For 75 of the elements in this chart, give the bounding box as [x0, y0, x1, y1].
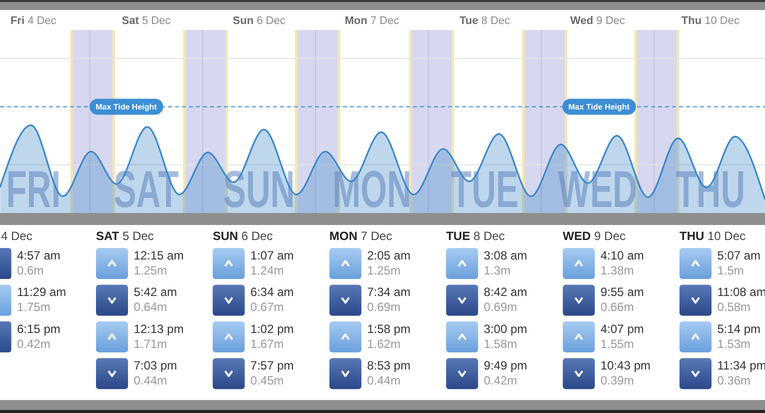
text: 1.71m [134, 336, 168, 351]
text: 0.39m [600, 374, 634, 388]
text: 4 Dec [1, 229, 32, 243]
text: 0.69m [484, 300, 518, 314]
text: 3:08 am [484, 248, 528, 262]
text: 0.64m [134, 300, 168, 314]
text: 1.67m [250, 336, 284, 351]
text: 1:02 pm [250, 322, 294, 336]
x-tick-label: Sat 5 Dec [122, 15, 172, 27]
x-tick-label: Mon 7 Dec [344, 15, 400, 27]
text: SAT 5 Dec [96, 229, 154, 243]
text: 1.55m [600, 336, 634, 351]
x-tick-label: Thu 10 Dec [681, 15, 740, 27]
text: 0.66m [600, 300, 634, 314]
annotation: WED [558, 160, 638, 219]
text: 7:57 pm [250, 358, 294, 373]
text: 0.42m [17, 336, 50, 351]
text: 0.6m [17, 264, 44, 278]
x-tick-label: Fri 4 Dec [10, 15, 57, 27]
text: 7:34 am [367, 285, 410, 300]
text: 1.25m [367, 264, 400, 278]
text: 1:07 am [250, 248, 294, 262]
text: MON 7 Dec [329, 229, 392, 243]
text: WED 9 Dec [562, 229, 626, 243]
text: 4:10 am [600, 248, 644, 262]
text: 1.62m [367, 336, 400, 351]
text: 2:05 am [367, 248, 410, 262]
text: 3:00 pm [484, 322, 528, 336]
text: 5:07 am [717, 248, 761, 262]
text: 8:53 pm [367, 358, 410, 373]
text: 0.42m [484, 374, 518, 388]
text: THU 10 Dec [680, 229, 746, 243]
text: 1.5m [717, 264, 744, 278]
text: 1.75m [17, 300, 50, 314]
text: 4:07 pm [600, 322, 644, 336]
text: 12:15 am [134, 248, 184, 262]
text: 4:57 am [17, 248, 60, 262]
text: 9:49 pm [484, 358, 528, 373]
text: 1.53m [717, 336, 751, 351]
text: 1.24m [250, 264, 284, 278]
annotation: FRI [6, 160, 61, 219]
ref-line-label: Max Tide Height [96, 102, 158, 112]
text: 1.38m [600, 264, 634, 278]
text: 0.44m [134, 374, 168, 388]
annotation: MON [332, 160, 412, 219]
text: 0.58m [717, 300, 751, 314]
annotation: THU [676, 160, 746, 219]
text: 1.25m [134, 264, 168, 278]
text: 10:43 pm [600, 358, 651, 373]
text: 9:55 am [600, 285, 644, 300]
text: Max Tide Height [568, 102, 630, 112]
text: 11:29 am [17, 285, 66, 300]
text: 5:14 pm [717, 322, 761, 336]
text: 7:03 pm [134, 358, 178, 373]
text: 1.3m [484, 264, 510, 278]
x-tick-label: Sun 6 Dec [232, 15, 286, 27]
text: 1:58 pm [367, 322, 410, 336]
x-tick-label: Wed 9 Dec [570, 15, 626, 27]
text: 6:15 pm [17, 322, 60, 336]
annotation: SUN [223, 160, 295, 219]
text: 1.58m [484, 336, 518, 351]
text: 8:42 am [484, 285, 528, 300]
text: 0.44m [367, 374, 400, 388]
text: SUN 6 Dec [212, 229, 273, 243]
text: 0.67m [250, 300, 284, 314]
text: 12:13 pm [134, 322, 184, 336]
text: 6:34 am [250, 285, 294, 300]
text: 0.69m [367, 300, 400, 314]
annotation: TUE [450, 160, 519, 219]
text: 5:42 am [134, 285, 178, 300]
text: 0.36m [717, 374, 751, 388]
x-tick-label: Tue 8 Dec [459, 15, 511, 27]
text: TUE 8 Dec [446, 229, 505, 243]
text: 0.45m [250, 374, 284, 388]
annotation: SAT [114, 160, 179, 219]
